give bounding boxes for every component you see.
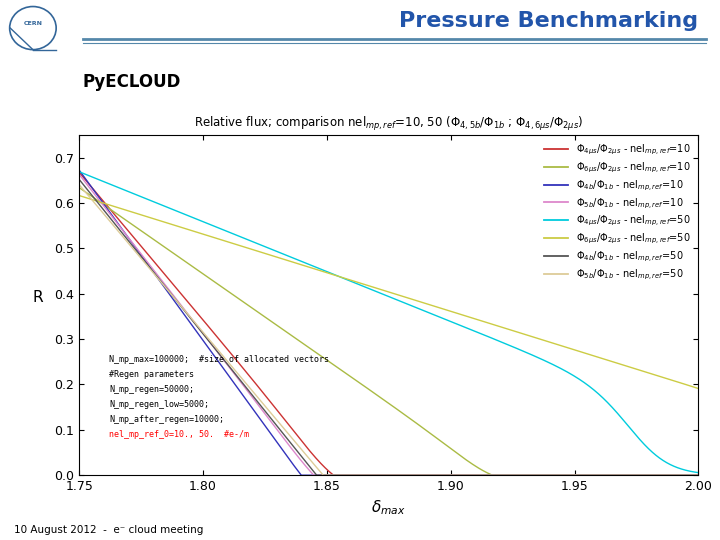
Line: $\Phi_{5b}/\Phi_{1b}$ - nel$_{mp,ref}$=50: $\Phi_{5b}/\Phi_{1b}$ - nel$_{mp,ref}$=5…	[79, 185, 698, 475]
$\Phi_{6\mu s}/\Phi_{2\mu s}$ - nel$_{mp,ref}$=10	[339, 368, 348, 375]
Line: $\Phi_{6\mu s}/\Phi_{2\mu s}$ - nel$_{mp,ref}$=10: $\Phi_{6\mu s}/\Phi_{2\mu s}$ - nel$_{mp…	[79, 187, 698, 475]
$\Phi_{4b}/\Phi_{1b}$ - nel$_{mp,ref}$=50	[312, 472, 321, 478]
$\Phi_{6\mu s}/\Phi_{2\mu s}$ - nel$_{mp,ref}$=10	[694, 472, 703, 478]
$\Phi_{4\mu s}/\Phi_{2\mu s}$ - nel$_{mp,ref}$=50	[694, 469, 703, 476]
$\Phi_{5b}/\Phi_{1b}$ - nel$_{mp,ref}$=10	[616, 472, 624, 478]
$\Phi_{4\mu s}/\Phi_{2\mu s}$ - nel$_{mp,ref}$=50	[145, 197, 154, 204]
$\Phi_{4b}/\Phi_{1b}$ - nel$_{mp,ref}$=10	[694, 472, 703, 478]
Legend: $\Phi_{4\mu s}/\Phi_{2\mu s}$ - nel$_{mp,ref}$=10, $\Phi_{6\mu s}/\Phi_{2\mu s}$: $\Phi_{4\mu s}/\Phi_{2\mu s}$ - nel$_{mp…	[541, 140, 693, 285]
$\Phi_{4\mu s}/\Phi_{2\mu s}$ - nel$_{mp,ref}$=50	[682, 467, 690, 474]
Line: $\Phi_{5b}/\Phi_{1b}$ - nel$_{mp,ref}$=10: $\Phi_{5b}/\Phi_{1b}$ - nel$_{mp,ref}$=1…	[79, 174, 698, 475]
X-axis label: $\delta_{max}$: $\delta_{max}$	[372, 498, 406, 517]
$\Phi_{5b}/\Phi_{1b}$ - nel$_{mp,ref}$=50	[319, 472, 328, 478]
$\Phi_{5b}/\Phi_{1b}$ - nel$_{mp,ref}$=10	[312, 472, 321, 478]
$\Phi_{5b}/\Phi_{1b}$ - nel$_{mp,ref}$=50	[694, 472, 703, 478]
$\Phi_{4b}/\Phi_{1b}$ - nel$_{mp,ref}$=50	[339, 472, 348, 478]
$\Phi_{6\mu s}/\Phi_{2\mu s}$ - nel$_{mp,ref}$=10	[145, 233, 154, 240]
$\Phi_{6\mu s}/\Phi_{2\mu s}$ - nel$_{mp,ref}$=50	[312, 266, 321, 273]
$\Phi_{4\mu s}/\Phi_{2\mu s}$ - nel$_{mp,ref}$=10	[329, 472, 338, 478]
$\Phi_{5b}/\Phi_{1b}$ - nel$_{mp,ref}$=10	[339, 472, 348, 478]
$\Phi_{4b}/\Phi_{1b}$ - nel$_{mp,ref}$=10	[297, 472, 306, 478]
Text: CERN: CERN	[24, 21, 42, 26]
$\Phi_{4b}/\Phi_{1b}$ - nel$_{mp,ref}$=10	[682, 472, 690, 478]
$\Phi_{6\mu s}/\Phi_{2\mu s}$ - nel$_{mp,ref}$=10	[312, 349, 321, 356]
$\Phi_{5b}/\Phi_{1b}$ - nel$_{mp,ref}$=10	[694, 472, 703, 478]
$\Phi_{4b}/\Phi_{1b}$ - nel$_{mp,ref}$=10	[312, 472, 321, 478]
$\Phi_{5b}/\Phi_{1b}$ - nel$_{mp,ref}$=50	[145, 266, 154, 272]
$\Phi_{6\mu s}/\Phi_{2\mu s}$ - nel$_{mp,ref}$=50	[145, 214, 154, 221]
$\Phi_{4b}/\Phi_{1b}$ - nel$_{mp,ref}$=10	[182, 314, 191, 321]
$\Phi_{5b}/\Phi_{1b}$ - nel$_{mp,ref}$=10	[145, 262, 154, 268]
$\Phi_{5b}/\Phi_{1b}$ - nel$_{mp,ref}$=10	[310, 472, 318, 478]
$\Phi_{6\mu s}/\Phi_{2\mu s}$ - nel$_{mp,ref}$=10	[488, 472, 497, 478]
$\Phi_{4b}/\Phi_{1b}$ - nel$_{mp,ref}$=10	[145, 264, 154, 271]
$\Phi_{6\mu s}/\Phi_{2\mu s}$ - nel$_{mp,ref}$=50	[339, 275, 348, 281]
$\Phi_{6\mu s}/\Phi_{2\mu s}$ - nel$_{mp,ref}$=10	[616, 472, 624, 478]
Y-axis label: R: R	[32, 290, 43, 305]
Text: N_mp_regen=50000;: N_mp_regen=50000;	[109, 385, 194, 394]
$\Phi_{6\mu s}/\Phi_{2\mu s}$ - nel$_{mp,ref}$=10	[75, 184, 84, 191]
Text: PyECLOUD: PyECLOUD	[83, 72, 181, 91]
$\Phi_{4\mu s}/\Phi_{2\mu s}$ - nel$_{mp,ref}$=50	[75, 168, 84, 175]
$\Phi_{4b}/\Phi_{1b}$ - nel$_{mp,ref}$=10	[616, 472, 624, 478]
Text: N_mp_regen_low=5000;: N_mp_regen_low=5000;	[109, 400, 209, 409]
$\Phi_{4b}/\Phi_{1b}$ - nel$_{mp,ref}$=50	[694, 472, 703, 478]
$\Phi_{4\mu s}/\Phi_{2\mu s}$ - nel$_{mp,ref}$=50	[182, 212, 191, 218]
$\Phi_{5b}/\Phi_{1b}$ - nel$_{mp,ref}$=50	[616, 472, 624, 478]
$\Phi_{4b}/\Phi_{1b}$ - nel$_{mp,ref}$=10	[339, 472, 348, 478]
$\Phi_{5b}/\Phi_{1b}$ - nel$_{mp,ref}$=10	[682, 472, 690, 478]
$\Phi_{6\mu s}/\Phi_{2\mu s}$ - nel$_{mp,ref}$=50	[75, 192, 84, 199]
$\Phi_{6\mu s}/\Phi_{2\mu s}$ - nel$_{mp,ref}$=10	[182, 259, 191, 266]
$\Phi_{4\mu s}/\Phi_{2\mu s}$ - nel$_{mp,ref}$=10	[339, 472, 348, 478]
$\Phi_{4\mu s}/\Phi_{2\mu s}$ - nel$_{mp,ref}$=10	[312, 456, 321, 462]
$\Phi_{4b}/\Phi_{1b}$ - nel$_{mp,ref}$=10	[75, 167, 84, 173]
Line: $\Phi_{4b}/\Phi_{1b}$ - nel$_{mp,ref}$=10: $\Phi_{4b}/\Phi_{1b}$ - nel$_{mp,ref}$=1…	[79, 170, 698, 475]
Line: $\Phi_{4\mu s}/\Phi_{2\mu s}$ - nel$_{mp,ref}$=10: $\Phi_{4\mu s}/\Phi_{2\mu s}$ - nel$_{mp…	[79, 172, 698, 475]
Line: $\Phi_{6\mu s}/\Phi_{2\mu s}$ - nel$_{mp,ref}$=50: $\Phi_{6\mu s}/\Phi_{2\mu s}$ - nel$_{mp…	[79, 195, 698, 389]
$\Phi_{4b}/\Phi_{1b}$ - nel$_{mp,ref}$=50	[182, 310, 191, 316]
Text: 10 August 2012  -  e⁻ cloud meeting: 10 August 2012 - e⁻ cloud meeting	[14, 524, 204, 535]
Line: $\Phi_{4\mu s}/\Phi_{2\mu s}$ - nel$_{mp,ref}$=50: $\Phi_{4\mu s}/\Phi_{2\mu s}$ - nel$_{mp…	[79, 172, 698, 472]
$\Phi_{4\mu s}/\Phi_{2\mu s}$ - nel$_{mp,ref}$=10	[682, 472, 690, 478]
$\Phi_{5b}/\Phi_{1b}$ - nel$_{mp,ref}$=50	[682, 472, 690, 478]
$\Phi_{5b}/\Phi_{1b}$ - nel$_{mp,ref}$=10	[75, 171, 84, 178]
$\Phi_{6\mu s}/\Phi_{2\mu s}$ - nel$_{mp,ref}$=50	[182, 226, 191, 232]
$\Phi_{6\mu s}/\Phi_{2\mu s}$ - nel$_{mp,ref}$=50	[682, 381, 690, 388]
Text: N_mp_max=100000;  #size of allocated vectors: N_mp_max=100000; #size of allocated vect…	[109, 355, 329, 364]
Title: Relative flux; comparison nel$_{mp,ref}$=10, 50 ($\Phi_{4,5b}/\Phi_{1b}$ ; $\Phi: Relative flux; comparison nel$_{mp,ref}$…	[194, 115, 583, 133]
$\Phi_{4\mu s}/\Phi_{2\mu s}$ - nel$_{mp,ref}$=50	[312, 264, 321, 271]
$\Phi_{4b}/\Phi_{1b}$ - nel$_{mp,ref}$=50	[145, 264, 154, 271]
Text: #Regen parameters: #Regen parameters	[109, 370, 194, 379]
$\Phi_{6\mu s}/\Phi_{2\mu s}$ - nel$_{mp,ref}$=50	[615, 361, 624, 367]
Text: nel_mp_ref_0=10., 50.  #e-/m: nel_mp_ref_0=10., 50. #e-/m	[109, 430, 249, 439]
$\Phi_{4\mu s}/\Phi_{2\mu s}$ - nel$_{mp,ref}$=10	[182, 297, 191, 303]
$\Phi_{5b}/\Phi_{1b}$ - nel$_{mp,ref}$=50	[339, 472, 348, 478]
$\Phi_{4b}/\Phi_{1b}$ - nel$_{mp,ref}$=50	[75, 176, 84, 183]
$\Phi_{5b}/\Phi_{1b}$ - nel$_{mp,ref}$=50	[75, 181, 84, 188]
Text: N_mp_after_regen=10000;: N_mp_after_regen=10000;	[109, 415, 224, 424]
$\Phi_{4b}/\Phi_{1b}$ - nel$_{mp,ref}$=50	[682, 472, 690, 478]
$\Phi_{5b}/\Phi_{1b}$ - nel$_{mp,ref}$=50	[312, 464, 321, 471]
$\Phi_{4\mu s}/\Phi_{2\mu s}$ - nel$_{mp,ref}$=50	[615, 413, 624, 419]
$\Phi_{4b}/\Phi_{1b}$ - nel$_{mp,ref}$=50	[616, 472, 624, 478]
$\Phi_{4\mu s}/\Phi_{2\mu s}$ - nel$_{mp,ref}$=10	[694, 472, 703, 478]
Text: Pressure Benchmarking: Pressure Benchmarking	[400, 11, 698, 31]
$\Phi_{4\mu s}/\Phi_{2\mu s}$ - nel$_{mp,ref}$=50	[339, 275, 348, 281]
$\Phi_{6\mu s}/\Phi_{2\mu s}$ - nel$_{mp,ref}$=10	[682, 472, 690, 478]
$\Phi_{4\mu s}/\Phi_{2\mu s}$ - nel$_{mp,ref}$=10	[145, 253, 154, 260]
Line: $\Phi_{4b}/\Phi_{1b}$ - nel$_{mp,ref}$=50: $\Phi_{4b}/\Phi_{1b}$ - nel$_{mp,ref}$=5…	[79, 179, 698, 475]
$\Phi_{5b}/\Phi_{1b}$ - nel$_{mp,ref}$=50	[182, 309, 191, 316]
$\Phi_{5b}/\Phi_{1b}$ - nel$_{mp,ref}$=10	[182, 309, 191, 315]
$\Phi_{6\mu s}/\Phi_{2\mu s}$ - nel$_{mp,ref}$=50	[694, 386, 703, 392]
$\Phi_{4b}/\Phi_{1b}$ - nel$_{mp,ref}$=50	[312, 472, 321, 478]
$\Phi_{4\mu s}/\Phi_{2\mu s}$ - nel$_{mp,ref}$=10	[75, 169, 84, 176]
$\Phi_{4\mu s}/\Phi_{2\mu s}$ - nel$_{mp,ref}$=10	[616, 472, 624, 478]
